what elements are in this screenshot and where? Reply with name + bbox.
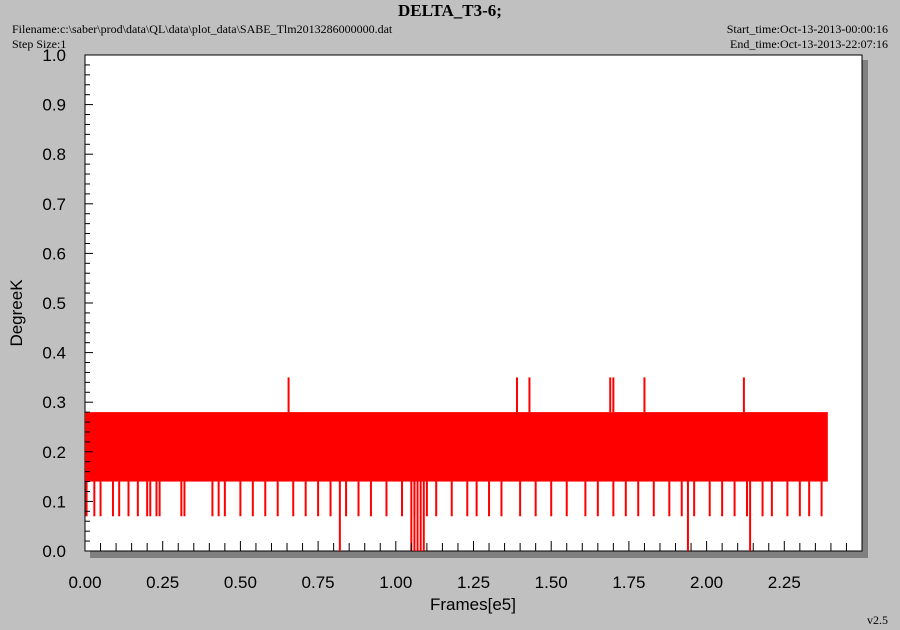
y-tick-label: 0.3: [42, 393, 66, 412]
x-tick-label: 2.00: [690, 573, 723, 592]
x-tick-label: 0.25: [146, 573, 179, 592]
chart-title: DELTA_T3-6;: [398, 1, 502, 20]
y-tick-label: 0.5: [42, 294, 66, 313]
y-tick-label: 1.0: [42, 46, 66, 65]
x-tick-label: 0.75: [302, 573, 335, 592]
version-text: v2.5: [867, 613, 888, 627]
x-tick-label: 1.00: [379, 573, 412, 592]
end-time-text: End_time:Oct-13-2013-22:07:16: [730, 37, 888, 51]
y-tick-label: 0.2: [42, 443, 66, 462]
series-band: [85, 412, 828, 482]
start-time-text: Start_time:Oct-13-2013-00:00:16: [726, 22, 888, 36]
y-tick-label: 0.1: [42, 492, 66, 511]
series-layer: [85, 377, 828, 551]
x-tick-label: 0.00: [68, 573, 101, 592]
x-axis-label: Frames[e5]: [430, 595, 516, 614]
y-tick-label: 0.4: [42, 344, 66, 363]
x-tick-label: 1.75: [612, 573, 645, 592]
y-tick-label: 0.9: [42, 96, 66, 115]
y-tick-label: 0.7: [42, 195, 66, 214]
x-tick-label: 1.25: [457, 573, 490, 592]
y-tick-label: 0.8: [42, 145, 66, 164]
x-tick-label: 2.25: [768, 573, 801, 592]
y-axis-label: DegreeK: [7, 279, 26, 347]
y-tick-label: 0.6: [42, 244, 66, 263]
y-tick-label: 0.0: [42, 542, 66, 561]
x-tick-label: 1.50: [535, 573, 568, 592]
filename-text: Filename:c:\saber\prod\data\QL\data\plot…: [12, 22, 393, 36]
step-size-text: Step Size:1: [12, 37, 67, 51]
axes-layer: 0.0 0.1 0.2 0.3 0.4 0.5 0.6 0.7 0.8 0.9 1.0 0.00 0.2…: [42, 46, 847, 592]
x-tick-label: 0.50: [224, 573, 257, 592]
